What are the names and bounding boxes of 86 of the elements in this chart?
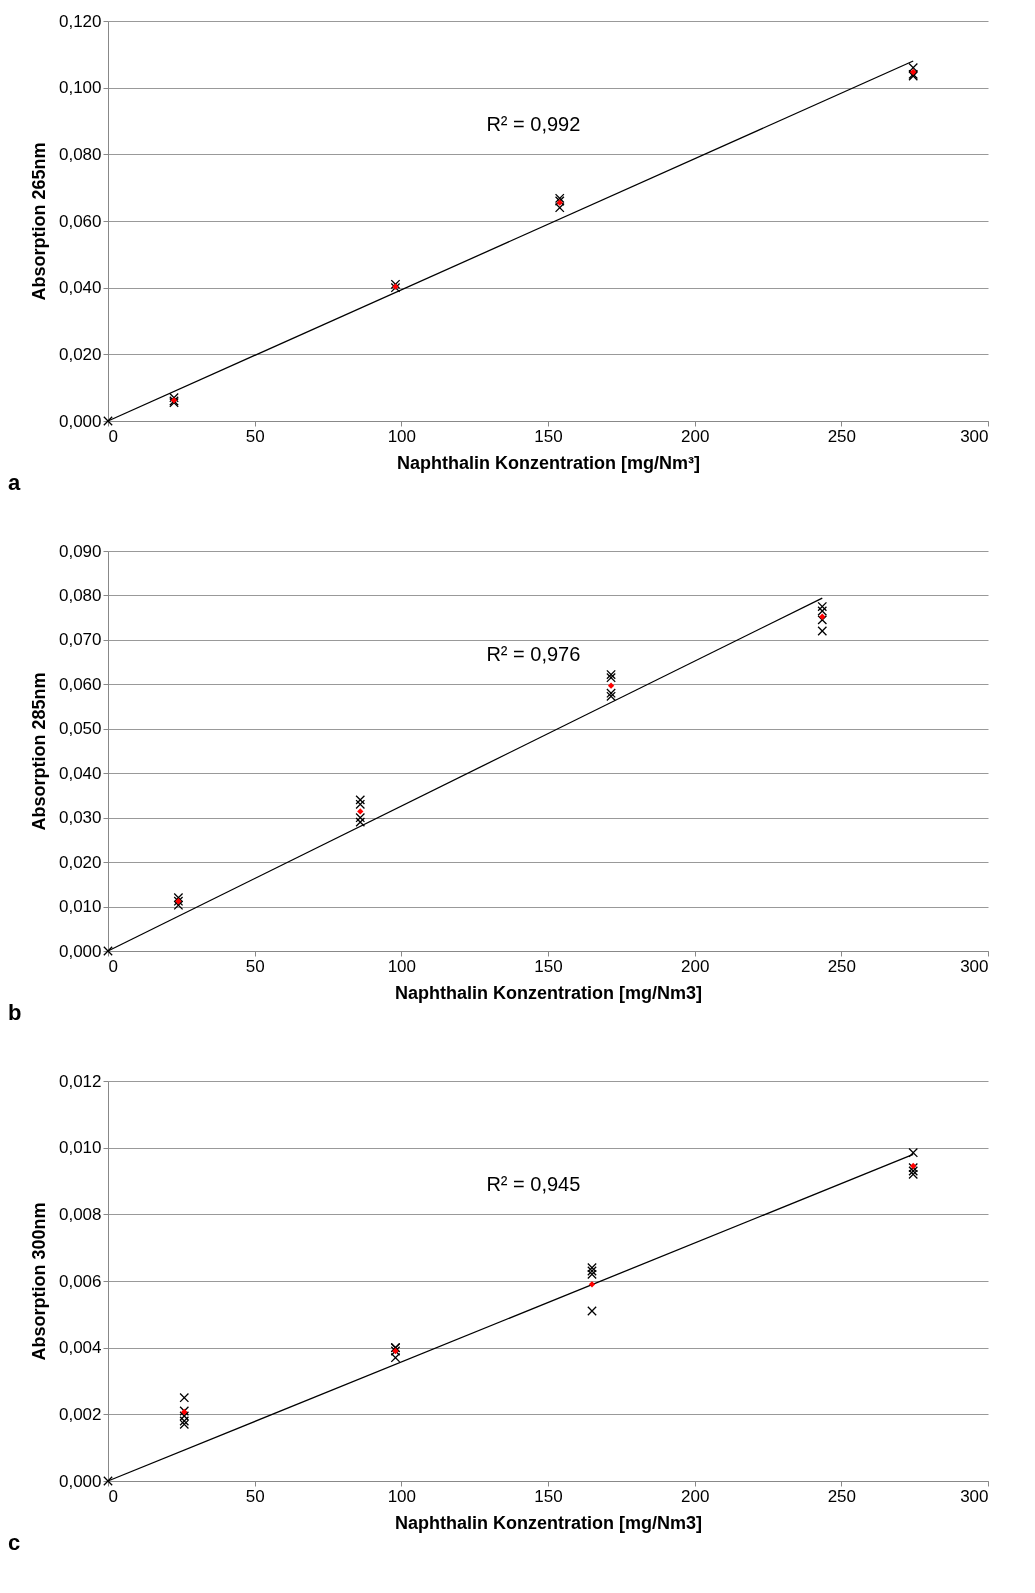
- point: [355, 817, 366, 827]
- y-tick-label: 0,008: [58, 1204, 102, 1224]
- y-tick-label: 0,010: [58, 897, 102, 917]
- point: [173, 892, 184, 903]
- point: [908, 1169, 919, 1180]
- y-tick-label: 0,020: [58, 852, 102, 872]
- point: [817, 601, 828, 612]
- x-tick-label: 50: [245, 1486, 265, 1506]
- text: a: [8, 470, 21, 495]
- y-tick-label: 0,060: [58, 211, 102, 231]
- y-tick-label: 0,040: [58, 278, 102, 298]
- point: [607, 682, 615, 689]
- point: [179, 1419, 190, 1430]
- x-tick-label: 0: [108, 956, 118, 976]
- point: [908, 1147, 919, 1158]
- point: [587, 1269, 597, 1280]
- point: [357, 808, 364, 815]
- y-tick-label: 0,090: [58, 541, 102, 561]
- y-tick-label: 0,002: [58, 1404, 102, 1424]
- y-axis-title: Absorption 285nm: [28, 672, 49, 831]
- x-axis-title: Naphthalin Konzentration [mg/Nm³]: [397, 452, 700, 473]
- x-tick-label: 300: [960, 426, 989, 446]
- point: [355, 795, 366, 805]
- x-tick-label: 200: [680, 426, 710, 446]
- y-tick-label: 0,080: [58, 144, 102, 164]
- y-tick-label: 0,020: [58, 344, 102, 364]
- point: [817, 615, 828, 625]
- x-tick-label: 150: [534, 1486, 563, 1506]
- x-tick-label: 0: [108, 426, 118, 446]
- x-tick-label: 250: [827, 426, 857, 446]
- point: [355, 812, 366, 823]
- point: [179, 1392, 190, 1403]
- x-tick-label: 300: [960, 956, 989, 976]
- y-axis-title: Absorption 300nm: [28, 1202, 49, 1361]
- x-tick-label: 200: [680, 956, 710, 976]
- point: [908, 62, 919, 73]
- point: [819, 613, 826, 620]
- y-tick-label: 0,004: [58, 1338, 102, 1358]
- point: [587, 1266, 597, 1276]
- x-tick-label: 0: [108, 1486, 118, 1506]
- x-tick-label: 100: [387, 426, 417, 446]
- x-tick-label: 250: [827, 956, 857, 976]
- point: [554, 202, 565, 213]
- point: [587, 1262, 597, 1273]
- y-tick-label: 0,070: [58, 630, 102, 650]
- text: b: [8, 1000, 22, 1025]
- y-tick-label: 0,000: [58, 1471, 102, 1491]
- x-tick-label: 150: [534, 956, 563, 976]
- y-tick-label: 0,012: [58, 1071, 102, 1091]
- x-tick-label: 100: [387, 1486, 417, 1506]
- y-tick-label: 0,050: [58, 719, 102, 739]
- point: [908, 1166, 919, 1176]
- y-tick-label: 0,000: [58, 411, 102, 431]
- point: [173, 900, 184, 911]
- annotation: R² = 0,992: [486, 113, 581, 135]
- y-tick-label: 0,060: [58, 674, 102, 694]
- y-tick-label: 0,080: [58, 585, 102, 605]
- x-axis-title: Naphthalin Konzentration [mg/Nm3]: [395, 982, 702, 1003]
- point: [910, 68, 917, 76]
- point: [587, 1306, 597, 1316]
- text: c: [8, 1530, 21, 1555]
- y-tick-label: 0,120: [58, 11, 102, 31]
- y-tick-label: 0,030: [58, 808, 102, 828]
- x-tick-label: 50: [245, 956, 265, 976]
- point: [179, 1416, 190, 1426]
- annotation: R² = 0,976: [486, 643, 581, 665]
- point: [817, 606, 828, 616]
- point: [355, 799, 366, 810]
- x-tick-label: 100: [387, 956, 417, 976]
- x-tick-label: 50: [245, 426, 265, 446]
- point: [179, 1411, 190, 1421]
- annotation: R² = 0,945: [486, 1173, 581, 1195]
- y-tick-label: 0,006: [58, 1271, 102, 1291]
- x-tick-label: 150: [534, 426, 563, 446]
- y-axis-title: Absorption 265nm: [28, 142, 49, 301]
- x-tick-label: 250: [827, 1486, 857, 1506]
- x-tick-label: 300: [960, 1486, 989, 1506]
- y-tick-label: 0,010: [58, 1138, 102, 1158]
- y-tick-label: 0,000: [58, 941, 102, 961]
- x-tick-label: 200: [680, 1486, 710, 1506]
- point: [588, 1281, 596, 1288]
- y-tick-label: 0,040: [58, 763, 102, 783]
- x-axis-title: Naphthalin Konzentration [mg/Nm3]: [395, 1512, 702, 1533]
- y-tick-label: 0,100: [58, 78, 102, 98]
- point: [817, 626, 828, 636]
- point: [390, 1352, 401, 1363]
